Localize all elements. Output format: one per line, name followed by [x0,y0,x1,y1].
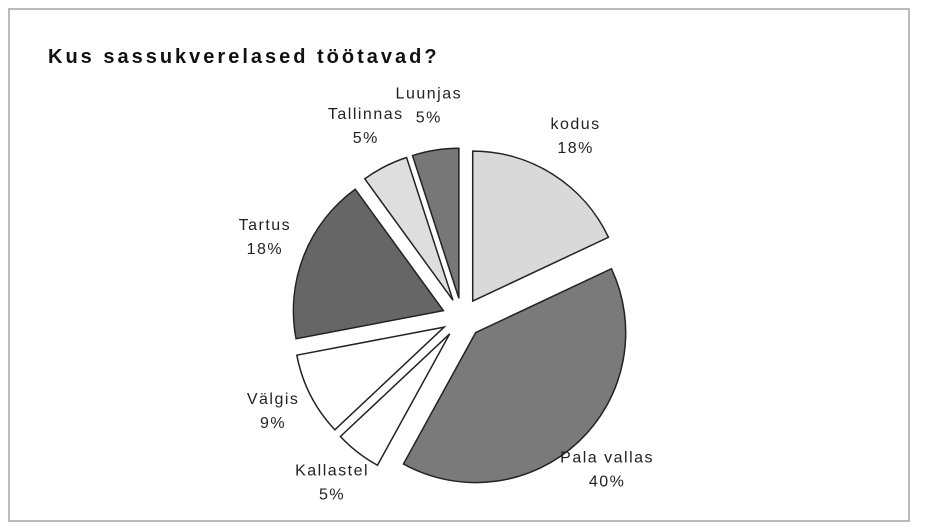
pie-slice [295,325,447,431]
chart-title: Kus sassukverelased töötavad? [48,46,440,68]
pie-slice [363,156,454,301]
pie-slice [339,333,451,467]
value-label: 5% [319,487,345,504]
slice-label: Tallinnas [328,106,404,123]
slice-label: Välgis [247,391,300,408]
pie-slice [292,188,445,340]
value-label: 40% [589,474,626,491]
slice-label: Tartus [239,217,292,234]
value-label: 9% [260,415,286,432]
slice-label: Pala vallas [560,450,654,467]
slice-label: Kallastel [295,463,369,480]
pie-slice [402,267,627,484]
slice-label: Luunjas [396,86,463,103]
value-label: 18% [247,241,284,258]
pie-slice [471,150,610,303]
value-label: 5% [353,130,379,147]
value-label: 5% [416,110,442,127]
pie-slice [411,147,460,299]
slice-label: kodus [550,116,600,133]
value-label: 18% [557,140,594,157]
